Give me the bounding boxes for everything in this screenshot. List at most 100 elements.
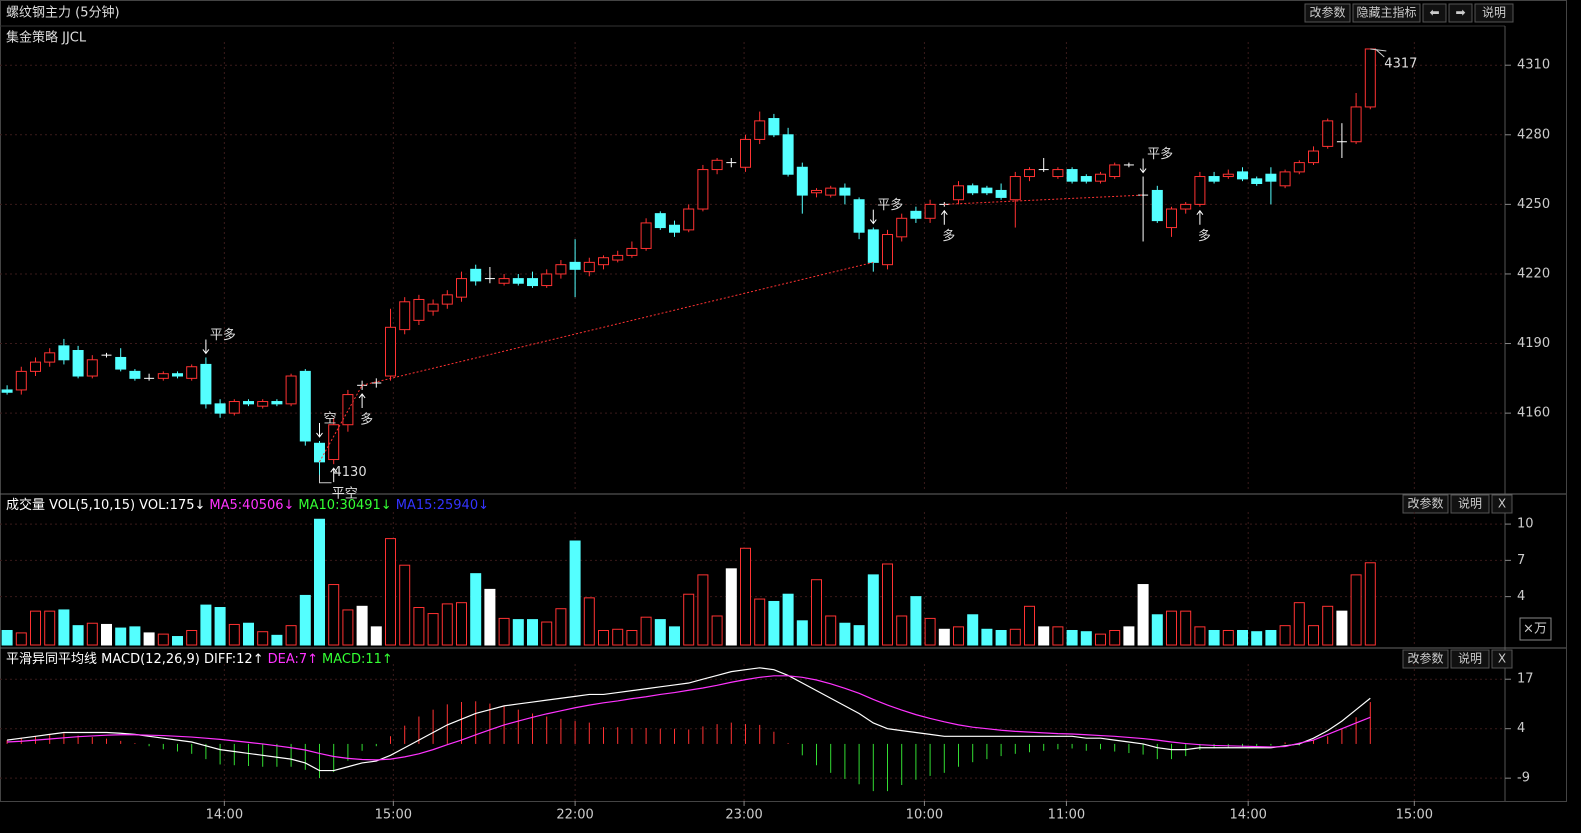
volume-bar	[385, 538, 396, 646]
button-label[interactable]: 说明	[1482, 5, 1506, 20]
button-box[interactable]	[1491, 494, 1513, 514]
candle-body	[86, 359, 98, 377]
candle-body	[512, 278, 524, 284]
candle-body	[299, 370, 311, 442]
volume-bar	[299, 594, 311, 646]
macd-legend: 平滑异同平均线 MACD(12,26,9) DIFF:12↑ DEA:7↑ MACD…	[6, 652, 393, 667]
volume-bar	[101, 623, 112, 646]
candle-body	[1166, 208, 1177, 229]
volume-bar	[924, 617, 936, 646]
candle-body	[115, 356, 127, 370]
button[interactable]: 隐藏主指标	[1352, 3, 1421, 23]
signal-label: 多	[360, 411, 373, 427]
volume-bar	[541, 621, 553, 646]
volume-bar	[867, 574, 879, 646]
volume-bar	[285, 625, 297, 646]
button-label[interactable]: ➡	[1455, 6, 1465, 20]
button-box[interactable]	[1304, 3, 1351, 23]
signal-label: 平多	[877, 197, 903, 213]
button-box[interactable]	[1491, 649, 1513, 669]
volume-bar	[498, 617, 510, 646]
button-label[interactable]: 说明	[1458, 651, 1482, 666]
x-tick-label: 14:00	[1229, 808, 1266, 823]
signal-arrow	[869, 209, 877, 225]
candle-body	[15, 370, 27, 391]
candle-body	[953, 185, 964, 201]
signal-arrow	[202, 339, 210, 355]
button-label[interactable]: ⬅	[1429, 6, 1439, 20]
candle-body	[527, 278, 538, 287]
button[interactable]: 说明	[1450, 494, 1490, 514]
candle-body	[44, 352, 56, 363]
button-box[interactable]	[1450, 494, 1490, 514]
volume-bar	[86, 622, 98, 646]
candle-body	[271, 401, 283, 405]
volume-bar	[640, 616, 652, 646]
volume-bar	[157, 633, 169, 646]
button-box[interactable]	[1450, 649, 1490, 669]
volume-bar	[257, 631, 269, 646]
volume-bar	[1251, 631, 1263, 646]
candle-body	[1, 389, 13, 393]
button[interactable]: X	[1491, 649, 1513, 669]
signal-label: 多	[942, 228, 955, 244]
candle-body	[1222, 173, 1234, 178]
volume-bar	[725, 568, 737, 646]
button[interactable]: 说明	[1450, 649, 1490, 669]
button-label[interactable]: 改参数	[1407, 651, 1443, 666]
candle-body	[172, 373, 183, 377]
candle-body	[1180, 203, 1192, 210]
x-tick-label: 10:00	[906, 808, 943, 823]
candle-body	[754, 120, 766, 140]
button-box[interactable]	[1402, 494, 1449, 514]
button-box[interactable]	[1352, 3, 1421, 23]
button[interactable]: 改参数	[1304, 3, 1351, 23]
candle-body	[1052, 169, 1064, 178]
button-box[interactable]	[1402, 649, 1449, 669]
candle-body	[58, 345, 70, 361]
low-label: 4130	[334, 465, 367, 480]
button-label[interactable]: X	[1498, 497, 1506, 511]
unit-box	[1519, 617, 1552, 641]
button-label[interactable]: X	[1498, 652, 1506, 666]
button[interactable]: X	[1491, 494, 1513, 514]
candle-body	[399, 301, 411, 331]
volume-bar	[1123, 626, 1135, 646]
volume-bar	[228, 623, 240, 646]
volume-bar	[598, 629, 609, 646]
signal-arrow	[1196, 209, 1204, 225]
button-box[interactable]	[1474, 3, 1514, 23]
button-box[interactable]	[1448, 3, 1473, 23]
button-label[interactable]: 说明	[1458, 496, 1482, 511]
volume-bar	[1109, 629, 1121, 646]
volume-bar	[583, 597, 595, 646]
button[interactable]: ➡	[1448, 3, 1473, 23]
candle-body	[995, 189, 1007, 198]
volume-bar	[1080, 631, 1092, 646]
button[interactable]: 说明	[1474, 3, 1514, 23]
volume-bar	[143, 632, 155, 646]
button[interactable]: 改参数	[1402, 494, 1449, 514]
volume-bar	[896, 615, 908, 646]
legend-item: 平滑异同平均线 MACD(12,26,9) DIFF:12↑	[6, 652, 264, 667]
button[interactable]: ⬅	[1422, 3, 1447, 23]
button-label[interactable]: 隐藏主指标	[1356, 5, 1416, 20]
y-tick-label: 4220	[1517, 266, 1550, 281]
volume-bar	[612, 628, 624, 646]
candle-body	[598, 257, 609, 266]
candle-body	[640, 222, 652, 249]
candle-body	[441, 294, 453, 305]
candle-body	[72, 350, 84, 377]
volume-bar	[314, 518, 325, 646]
button-label[interactable]: 改参数	[1407, 496, 1443, 511]
volume-bar	[825, 615, 837, 646]
candle-body	[654, 213, 666, 229]
volume-bar	[697, 574, 709, 646]
button-label[interactable]: 改参数	[1309, 5, 1345, 20]
button[interactable]: 改参数	[1402, 649, 1449, 669]
button-box[interactable]	[1422, 3, 1447, 23]
candle-body	[214, 403, 226, 414]
candle-body	[1095, 173, 1106, 182]
y-tick-label: 4190	[1517, 336, 1550, 351]
y-tick-label: 17	[1517, 672, 1534, 687]
